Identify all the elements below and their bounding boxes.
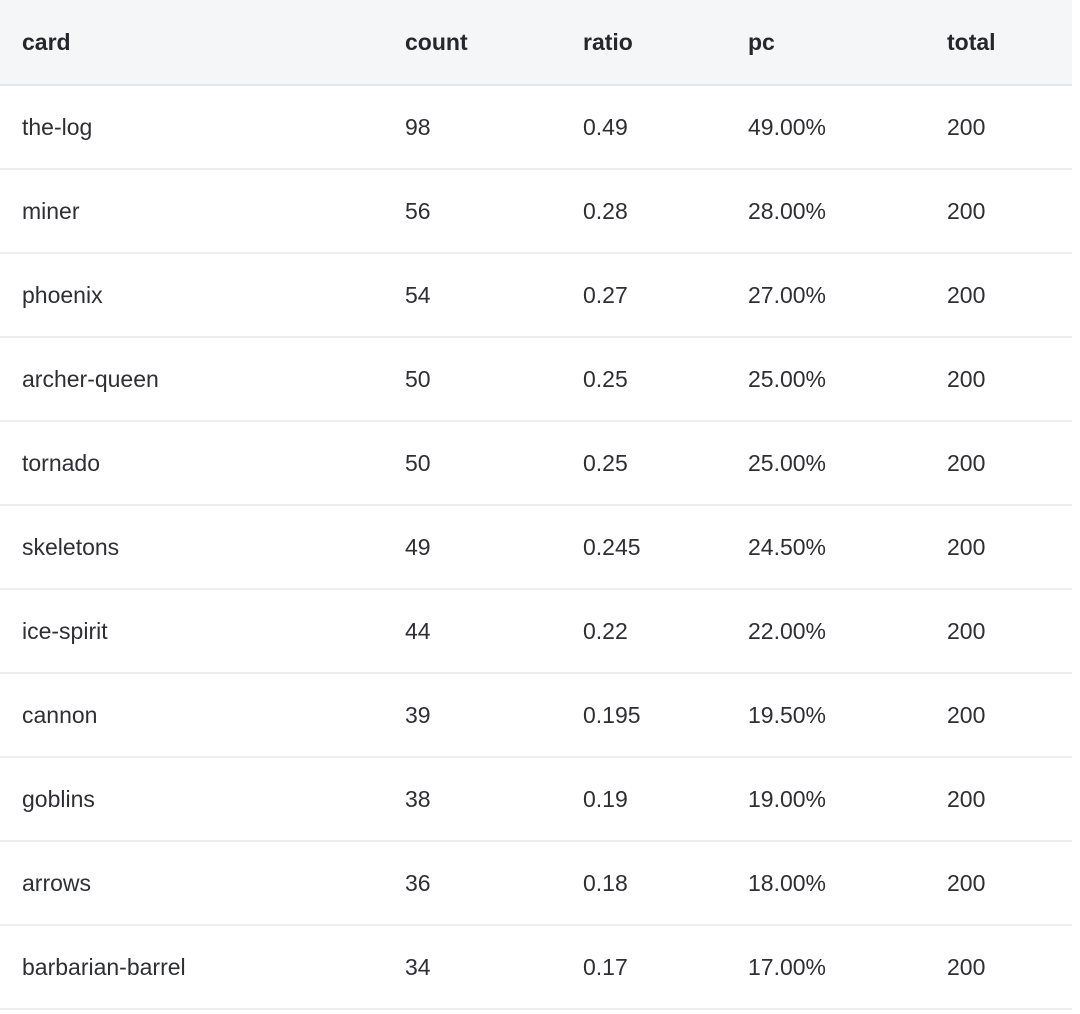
cell-pc: 25.00% bbox=[726, 337, 925, 422]
cell-ratio: 0.195 bbox=[561, 673, 726, 758]
cell-total: 200 bbox=[925, 925, 1072, 1010]
cell-total: 200 bbox=[925, 757, 1072, 842]
column-header-card: card bbox=[0, 0, 383, 86]
cell-total: 200 bbox=[925, 505, 1072, 590]
cell-count: 38 bbox=[383, 757, 561, 842]
cell-card: ice-spirit bbox=[0, 589, 383, 674]
cell-total: 200 bbox=[925, 85, 1072, 170]
cell-card: the-log bbox=[0, 85, 383, 170]
cell-card: archer-queen bbox=[0, 337, 383, 422]
cell-count: 56 bbox=[383, 169, 561, 254]
column-header-total: total bbox=[925, 0, 1072, 86]
cell-pc: 18.00% bbox=[726, 841, 925, 926]
table-row: miner 56 0.28 28.00% 200 bbox=[0, 169, 1072, 254]
table-header: card count ratio pc total bbox=[0, 0, 1072, 86]
column-header-ratio: ratio bbox=[561, 0, 726, 86]
cell-card: arrows bbox=[0, 841, 383, 926]
table-row: ice-spirit 44 0.22 22.00% 200 bbox=[0, 589, 1072, 674]
cell-total: 200 bbox=[925, 673, 1072, 758]
cell-ratio: 0.25 bbox=[561, 337, 726, 422]
cell-count: 98 bbox=[383, 85, 561, 170]
cell-pc: 28.00% bbox=[726, 169, 925, 254]
cell-ratio: 0.27 bbox=[561, 253, 726, 338]
cell-ratio: 0.19 bbox=[561, 757, 726, 842]
cell-card: skeletons bbox=[0, 505, 383, 590]
cell-total: 200 bbox=[925, 337, 1072, 422]
cell-total: 200 bbox=[925, 253, 1072, 338]
cell-count: 54 bbox=[383, 253, 561, 338]
column-header-count: count bbox=[383, 0, 561, 86]
table-row: skeletons 49 0.245 24.50% 200 bbox=[0, 505, 1072, 590]
cell-pc: 19.00% bbox=[726, 757, 925, 842]
cell-ratio: 0.17 bbox=[561, 925, 726, 1010]
cell-ratio: 0.49 bbox=[561, 85, 726, 170]
table-row: cannon 39 0.195 19.50% 200 bbox=[0, 673, 1072, 758]
cell-pc: 19.50% bbox=[726, 673, 925, 758]
cell-total: 200 bbox=[925, 589, 1072, 674]
table-body: the-log 98 0.49 49.00% 200 miner 56 0.28 28.00% 2… bbox=[0, 85, 1072, 1010]
cell-ratio: 0.245 bbox=[561, 505, 726, 590]
cell-count: 36 bbox=[383, 841, 561, 926]
cell-pc: 25.00% bbox=[726, 421, 925, 506]
table-row: arrows 36 0.18 18.00% 200 bbox=[0, 841, 1072, 926]
cell-ratio: 0.18 bbox=[561, 841, 726, 926]
cell-pc: 27.00% bbox=[726, 253, 925, 338]
header-row: card count ratio pc total bbox=[0, 0, 1072, 86]
cell-pc: 24.50% bbox=[726, 505, 925, 590]
cell-card: miner bbox=[0, 169, 383, 254]
cell-total: 200 bbox=[925, 169, 1072, 254]
table-row: goblins 38 0.19 19.00% 200 bbox=[0, 757, 1072, 842]
cell-card: cannon bbox=[0, 673, 383, 758]
cell-total: 200 bbox=[925, 841, 1072, 926]
cell-count: 34 bbox=[383, 925, 561, 1010]
cell-card: phoenix bbox=[0, 253, 383, 338]
cell-pc: 49.00% bbox=[726, 85, 925, 170]
cell-card: barbarian-barrel bbox=[0, 925, 383, 1010]
table-row: tornado 50 0.25 25.00% 200 bbox=[0, 421, 1072, 506]
cell-ratio: 0.22 bbox=[561, 589, 726, 674]
table-row: archer-queen 50 0.25 25.00% 200 bbox=[0, 337, 1072, 422]
cell-card: goblins bbox=[0, 757, 383, 842]
cell-count: 49 bbox=[383, 505, 561, 590]
cell-count: 50 bbox=[383, 421, 561, 506]
cell-pc: 22.00% bbox=[726, 589, 925, 674]
table-row: the-log 98 0.49 49.00% 200 bbox=[0, 85, 1072, 170]
cell-ratio: 0.25 bbox=[561, 421, 726, 506]
cell-count: 50 bbox=[383, 337, 561, 422]
cell-pc: 17.00% bbox=[726, 925, 925, 1010]
cell-count: 44 bbox=[383, 589, 561, 674]
cell-total: 200 bbox=[925, 421, 1072, 506]
column-header-pc: pc bbox=[726, 0, 925, 86]
cell-count: 39 bbox=[383, 673, 561, 758]
table-row: phoenix 54 0.27 27.00% 200 bbox=[0, 253, 1072, 338]
table-row: barbarian-barrel 34 0.17 17.00% 200 bbox=[0, 925, 1072, 1010]
cell-ratio: 0.28 bbox=[561, 169, 726, 254]
cell-card: tornado bbox=[0, 421, 383, 506]
